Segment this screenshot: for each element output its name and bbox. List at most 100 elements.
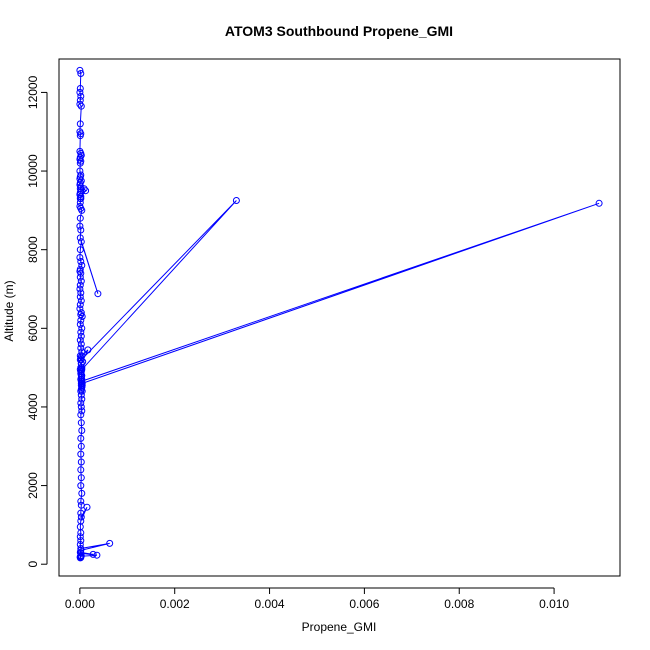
data-point	[76, 293, 84, 301]
data-point	[77, 258, 85, 265]
data-point	[76, 281, 84, 289]
data-point	[77, 513, 85, 521]
data-point	[77, 552, 85, 560]
data-point	[76, 159, 84, 167]
data-point	[82, 187, 90, 195]
y-tick-label: 2000	[26, 472, 40, 499]
data-point	[77, 289, 85, 297]
series-layer	[76, 66, 603, 562]
y-tick-label: 10000	[26, 154, 40, 188]
x-tick-label: 0.006	[349, 597, 379, 611]
data-point	[77, 403, 85, 411]
data-point	[77, 92, 85, 100]
data-point	[77, 238, 85, 246]
data-point	[77, 344, 85, 352]
data-point	[76, 320, 84, 328]
x-tick-label: 0.010	[539, 597, 569, 611]
data-point	[595, 199, 603, 207]
x-tick-label: 0.000	[65, 597, 95, 611]
data-point	[76, 85, 84, 92]
data-point	[77, 226, 85, 234]
x-axis: 0.000 0.002 0.004 0.006 0.008 0.010	[65, 587, 569, 611]
data-point	[76, 214, 84, 222]
data-point	[77, 474, 85, 482]
data-point	[77, 482, 85, 490]
data-point	[77, 356, 85, 364]
x-tick-label: 0.002	[160, 597, 190, 611]
data-point	[89, 550, 97, 558]
data-point	[78, 364, 86, 372]
data-point	[76, 533, 84, 541]
data-point	[78, 352, 86, 360]
data-point	[77, 529, 85, 537]
data-point	[83, 503, 91, 511]
data-point	[77, 549, 85, 557]
data-point	[76, 66, 84, 74]
data-point	[77, 368, 85, 376]
data-point	[77, 297, 85, 305]
data-point	[76, 336, 84, 344]
data-point	[77, 316, 85, 324]
data-point	[77, 391, 85, 399]
data-point	[78, 324, 86, 332]
data-point	[77, 450, 85, 458]
data-point	[76, 222, 84, 230]
data-point	[77, 509, 85, 517]
y-tick-label: 4000	[26, 393, 40, 420]
chart-title: ATOM3 Southbound Propene_GMI	[225, 23, 453, 39]
data-point	[78, 427, 86, 434]
data-point	[78, 313, 86, 320]
data-point	[76, 234, 84, 242]
data-point	[76, 254, 84, 261]
data-point	[76, 554, 84, 561]
data-point	[76, 88, 84, 96]
data-point	[77, 537, 85, 545]
data-point	[76, 273, 84, 281]
y-axis: 0 2000 4000 6000 8000 10000 12000	[26, 75, 48, 568]
data-point	[78, 387, 86, 395]
data-point	[94, 290, 102, 298]
data-point	[78, 489, 86, 497]
x-tick-label: 0.004	[255, 597, 285, 611]
y-axis-label: Altitude (m)	[2, 280, 16, 341]
data-point	[84, 346, 92, 354]
data-point	[76, 246, 84, 254]
data-point	[80, 185, 88, 193]
data-point	[77, 195, 85, 203]
data-point	[232, 197, 240, 204]
y-tick-label: 8000	[26, 236, 40, 263]
data-point	[106, 539, 114, 547]
y-tick-label: 0	[26, 561, 40, 568]
plot-area	[58, 58, 621, 577]
data-point	[77, 442, 85, 450]
y-tick-label: 12000	[26, 75, 40, 109]
data-point	[77, 466, 85, 474]
data-point	[77, 419, 85, 427]
x-axis-label: Propene_GMI	[302, 620, 377, 634]
data-point	[77, 411, 85, 419]
data-point	[76, 132, 84, 140]
data-point	[77, 545, 85, 552]
data-point	[77, 340, 85, 348]
data-point	[78, 395, 86, 403]
x-tick-label: 0.008	[444, 597, 474, 611]
data-point	[77, 102, 85, 110]
data-point	[77, 277, 85, 285]
data-point	[77, 497, 85, 505]
data-point	[76, 120, 84, 128]
data-point	[93, 551, 101, 559]
data-point	[76, 100, 84, 108]
data-point	[78, 206, 86, 214]
data-point	[77, 269, 85, 277]
data-point	[78, 407, 86, 415]
y-tick-label: 6000	[26, 315, 40, 342]
data-point	[77, 70, 85, 77]
data-point	[77, 458, 85, 466]
data-point	[76, 285, 84, 293]
data-point	[77, 328, 85, 336]
data-point	[77, 332, 85, 340]
data-point	[77, 434, 85, 442]
data-point	[76, 301, 84, 309]
